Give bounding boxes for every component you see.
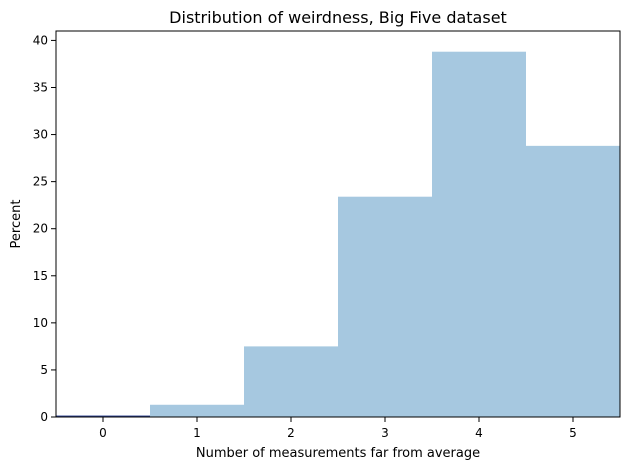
x-tick-label: 3	[381, 426, 389, 440]
x-tick-label: 5	[569, 426, 577, 440]
y-tick-label: 30	[33, 128, 48, 142]
x-axis-label: Number of measurements far from average	[196, 446, 480, 461]
y-tick-label: 40	[33, 33, 48, 47]
bars-group	[55, 51, 620, 418]
x-tick-label: 0	[99, 426, 107, 440]
x-tick-label: 2	[287, 426, 295, 440]
x-tick-label: 4	[475, 426, 483, 440]
y-tick-label: 0	[40, 410, 48, 424]
y-tick-label: 10	[33, 316, 48, 330]
plot-frame	[55, 30, 621, 418]
histogram-bar-1	[150, 404, 244, 417]
histogram-bar-5	[526, 145, 620, 418]
y-tick-label: 15	[33, 269, 48, 283]
y-tick-label: 5	[40, 363, 48, 377]
histogram-bar-3	[338, 196, 432, 417]
histogram-bar-4	[432, 51, 526, 418]
chart-title: Distribution of weirdness, Big Five data…	[169, 8, 507, 27]
y-tick-label: 35	[33, 80, 48, 94]
histogram-bar-2	[244, 346, 338, 417]
x-tick-label: 1	[193, 426, 201, 440]
y-axis-label: Percent	[9, 200, 24, 249]
x-axis-ticks: 0 1 2 3 4 5	[99, 417, 577, 440]
y-tick-label: 20	[33, 222, 48, 236]
y-tick-label: 25	[33, 175, 48, 189]
y-axis-ticks: 0 5 10 15 20 25 30 35 40	[33, 33, 56, 424]
